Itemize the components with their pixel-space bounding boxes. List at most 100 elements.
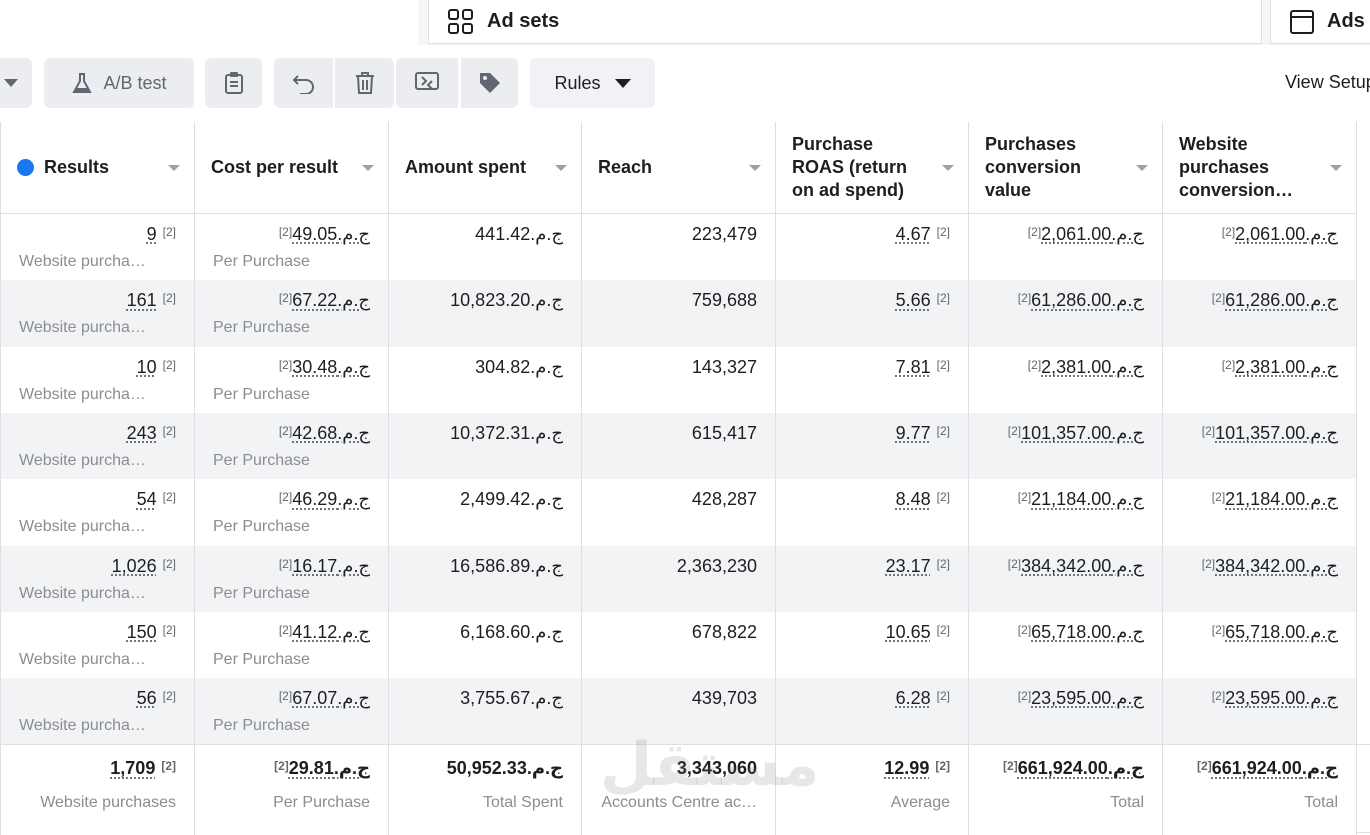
value-text: 10 <box>136 356 157 377</box>
caret <box>614 78 631 88</box>
cell-subtitle: Website purcha… <box>19 584 146 602</box>
view-setup-link[interactable]: View Setup <box>1285 72 1370 92</box>
footnote-marker: [2] <box>278 490 293 505</box>
value-text: ج.م.441.42 <box>475 224 563 244</box>
cell-value: 56 [2] <box>11 688 176 709</box>
cell-value: ج.م.41.12[2] <box>205 622 370 643</box>
cell-subtitle: Total Spent <box>482 794 563 812</box>
footnote-marker: [2] <box>1007 556 1022 571</box>
footnote-marker: [2] <box>936 225 950 239</box>
cell-value: 1,709 [2] <box>11 758 176 779</box>
cell-value: 439,703 <box>592 688 757 709</box>
info-icon <box>17 159 34 176</box>
column-header[interactable]: Amount spent <box>389 122 582 214</box>
table-cell: 6.28 [2] <box>776 678 969 746</box>
tab[interactable]: Ads <box>1270 0 1370 44</box>
cell-value: 3,343,060 <box>592 758 757 779</box>
undo-button[interactable] <box>274 58 333 108</box>
value-text: ج.م.101,357.00 <box>1215 422 1338 443</box>
footnote-marker: [2] <box>162 357 176 372</box>
cell-value: 428,287 <box>592 489 757 510</box>
cell-subtitle: Accounts Centre ac… <box>601 794 757 812</box>
cell-value: 1,026 [2] <box>11 556 176 577</box>
value-text: ج.م.661,924.00 <box>1211 758 1338 779</box>
cell-value: ج.م.49.05[2] <box>205 224 370 245</box>
value-text: 3,343,060 <box>676 758 757 779</box>
table-cell: ج.م.10,823.20 <box>389 280 582 348</box>
clipboard-button[interactable] <box>205 58 262 108</box>
column-header[interactable]: Purchase ROAS (return on ad spend) <box>776 122 969 214</box>
column-header[interactable]: Purchases conversion value <box>969 122 1163 214</box>
table-cell: 439,703 <box>582 678 776 746</box>
footnote-marker: [2] <box>162 556 176 571</box>
export-button[interactable] <box>396 58 458 108</box>
cell-value: ج.م.16,586.89 <box>399 556 563 577</box>
cell-value: ج.م.61,286.00[2] <box>1173 290 1338 311</box>
watermark: مستقل <box>600 731 820 798</box>
value-text: 56 <box>136 688 157 709</box>
cell-value: 6.28 [2] <box>786 688 950 709</box>
tag-button[interactable] <box>461 58 518 108</box>
footnote-marker: [2] <box>162 622 176 637</box>
value-text: ج.م.101,357.00 <box>1021 422 1144 443</box>
value-text: 1,026 <box>111 555 157 576</box>
table-cell: ج.م.23,595.00[2] <box>969 678 1163 746</box>
value-text: ج.م.41.12 <box>292 621 370 642</box>
cell-value: ج.م.50,952.33 <box>399 758 563 779</box>
cell-value: 9.77 [2] <box>786 423 950 444</box>
table-cell: 678,822 <box>582 611 776 679</box>
footnote-marker: [2] <box>936 490 950 505</box>
table-cell: 2,363,230 <box>582 545 776 613</box>
footnote-marker: [2] <box>935 759 950 774</box>
cell-value: ج.م.67.07[2] <box>205 688 370 709</box>
value-text: 428,287 <box>691 489 757 510</box>
value-text: 23.17 <box>885 555 931 576</box>
column-header[interactable]: Cost per result <box>195 122 389 214</box>
cell-value: ج.م.65,718.00[2] <box>979 622 1144 643</box>
cell-value: ج.م.23,595.00[2] <box>1173 688 1338 709</box>
cell-value: 161 [2] <box>11 290 176 311</box>
footnote-marker: [2] <box>1197 759 1212 774</box>
table-cell: 1,709 [2] Website purchases <box>0 745 195 835</box>
cell-subtitle: Total <box>1304 794 1338 812</box>
cell-value: 54 [2] <box>11 489 176 510</box>
cell-value: 615,417 <box>592 423 757 444</box>
cell-value: ج.م.2,499.42 <box>399 489 563 510</box>
cell-value: ج.م.441.42 <box>399 224 563 245</box>
table-cell: 3,343,060 Accounts Centre ac… <box>582 745 776 835</box>
table-cell: ج.م.65,718.00[2] <box>969 611 1163 679</box>
column-header[interactable]: Website purchases conversion… <box>1163 122 1357 214</box>
footnote-marker: [2] <box>1007 423 1022 438</box>
value-text: ج.م.42.68 <box>292 422 370 443</box>
ab-test-button[interactable]: A/B test <box>44 58 194 108</box>
value-text: ج.م.661,924.00 <box>1017 758 1144 779</box>
footnote-marker: [2] <box>278 622 293 637</box>
sort-icon <box>1330 165 1342 171</box>
footnote-marker: [2] <box>162 423 176 438</box>
cell-value: ج.م.21,184.00[2] <box>979 489 1144 510</box>
ad-sets-icon <box>448 8 473 34</box>
cell-subtitle: Per Purchase <box>213 451 310 469</box>
cell-value: ج.م.42.68[2] <box>205 423 370 444</box>
table-cell: 23.17 [2] <box>776 545 969 613</box>
table-cell: ج.م.67.07[2] Per Purchase <box>195 678 389 746</box>
footnote-marker: [2] <box>1017 490 1032 505</box>
delete-button[interactable] <box>335 58 394 108</box>
cell-subtitle: Per Purchase <box>213 385 310 403</box>
table-cell: 223,479 <box>582 214 776 281</box>
cell-value: 150 [2] <box>11 622 176 643</box>
table-cell: 12.99 [2] Average <box>776 745 969 835</box>
value-text: ج.م.61,286.00 <box>1225 290 1338 311</box>
header-label: Purchases conversion value <box>985 134 1082 200</box>
column-header[interactable]: Reach <box>582 122 776 214</box>
column-header[interactable]: Results <box>0 122 195 214</box>
footnote-marker: [2] <box>936 556 950 571</box>
tab[interactable]: Ad sets <box>428 0 1262 44</box>
footnote-marker: [2] <box>162 291 176 306</box>
cell-value: 7.81 [2] <box>786 357 950 378</box>
cell-value: ج.م.2,061.00[2] <box>1173 224 1338 245</box>
dropdown-button[interactable] <box>0 58 32 108</box>
table-cell: ج.م.2,061.00[2] <box>1163 214 1357 281</box>
rules-button[interactable]: Rules <box>530 58 655 108</box>
footnote-marker: [2] <box>1211 490 1226 505</box>
